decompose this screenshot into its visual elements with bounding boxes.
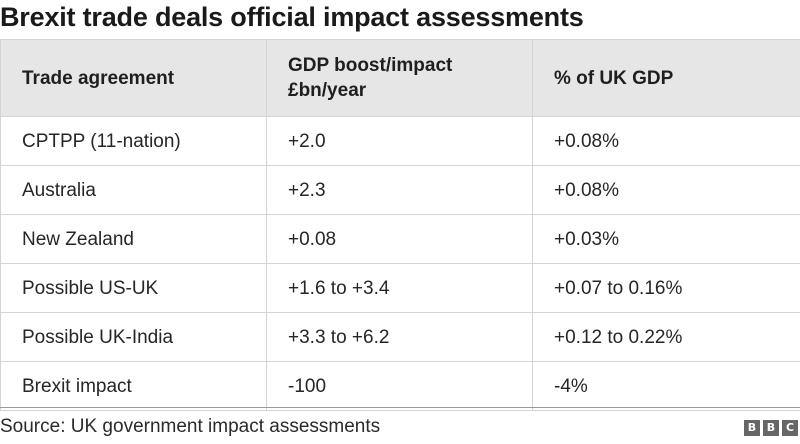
bbc-logo-letter: C: [782, 420, 798, 436]
table-cell-gdp-impact: -100: [266, 361, 533, 411]
table-cell-agreement: Brexit impact: [0, 361, 267, 411]
column-header-line: £bn/year: [288, 80, 367, 101]
table-cell-agreement: Australia: [0, 165, 267, 215]
table-row: CPTPP (11-nation) +2.0 +0.08%: [0, 116, 800, 166]
table-cell-percent-gdp: -4%: [532, 361, 800, 411]
chart-title: Brexit trade deals official impact asses…: [0, 2, 584, 32]
table-cell-gdp-impact: +3.3 to +6.2: [266, 312, 533, 362]
column-header-line: % of UK GDP: [554, 67, 674, 89]
table-row: New Zealand +0.08 +0.03%: [0, 214, 800, 264]
table-cell-gdp-impact: +2.3: [266, 165, 533, 215]
source-note: Source: UK government impact assessments: [0, 416, 381, 437]
table-cell-percent-gdp: +0.07 to 0.16%: [532, 263, 800, 313]
table-cell-percent-gdp: +0.08%: [532, 165, 800, 215]
column-header-line: Trade agreement: [22, 67, 175, 89]
impact-table: Trade agreement GDP boost/impact £bn/yea…: [0, 39, 800, 411]
table-cell-gdp-impact: +0.08: [266, 214, 533, 264]
table-cell-agreement: Possible US-UK: [0, 263, 267, 313]
table-cell-gdp-impact: +1.6 to +3.4: [266, 263, 533, 313]
table-cell-agreement: New Zealand: [0, 214, 267, 264]
table-cell-gdp-impact: +2.0: [266, 116, 533, 166]
table-row: Australia +2.3 +0.08%: [0, 165, 800, 215]
bbc-logo-letter: B: [744, 420, 760, 436]
table-row: Possible US-UK +1.6 to +3.4 +0.07 to 0.1…: [0, 263, 800, 313]
bbc-logo-letter: B: [763, 420, 779, 436]
bbc-logo: B B C: [744, 420, 798, 436]
table-cell-agreement: CPTPP (11-nation): [0, 116, 267, 166]
table-row: Brexit impact -100 -4%: [0, 361, 800, 411]
table-cell-percent-gdp: +0.12 to 0.22%: [532, 312, 800, 362]
table-cell-agreement: Possible UK-India: [0, 312, 267, 362]
table-cell-percent-gdp: +0.08%: [532, 116, 800, 166]
table-cell-percent-gdp: +0.03%: [532, 214, 800, 264]
column-header-gdp-impact: GDP boost/impact £bn/year: [266, 39, 533, 117]
table-header-row: Trade agreement GDP boost/impact £bn/yea…: [0, 39, 800, 117]
table-row: Possible UK-India +3.3 to +6.2 +0.12 to …: [0, 312, 800, 362]
footer-divider: [0, 407, 800, 408]
column-header-trade-agreement: Trade agreement: [0, 39, 267, 117]
column-header-line: GDP boost/impact: [288, 55, 453, 76]
column-header-percent-gdp: % of UK GDP: [532, 39, 800, 117]
